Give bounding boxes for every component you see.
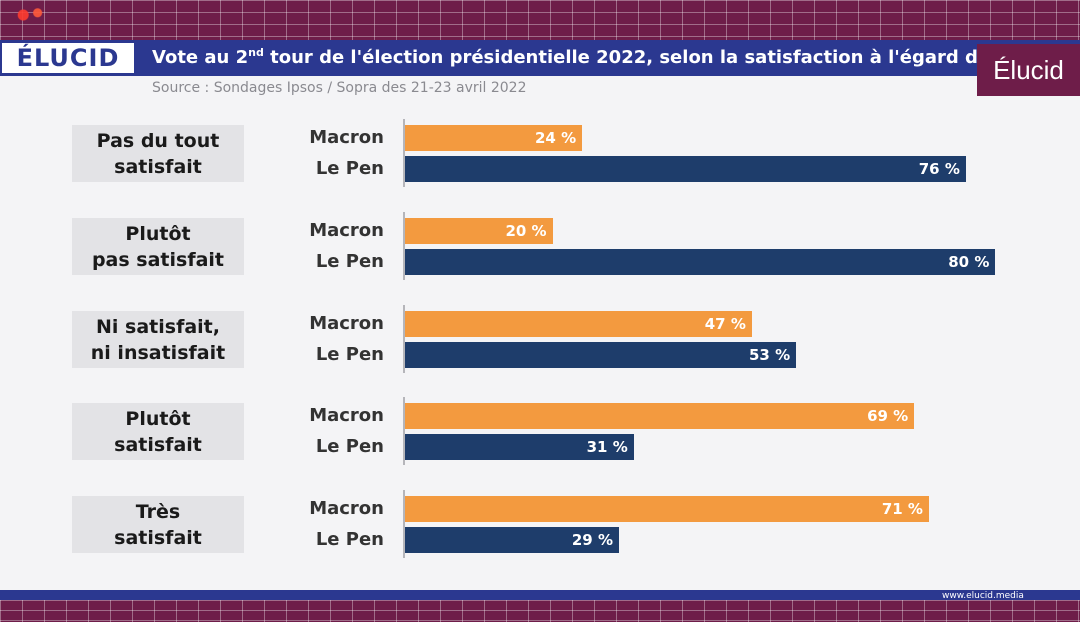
footer-url: www.elucid.media xyxy=(942,591,1024,601)
chart-subtitle: Source : Sondages Ipsos / Sopra des 21-2… xyxy=(152,80,527,96)
bar-macron: 47 % xyxy=(405,311,752,337)
series-label: Le Pen xyxy=(315,529,384,550)
bar-le-pen: 53 % xyxy=(405,342,797,368)
bar-value-label: 76 % xyxy=(918,160,960,178)
chart-title-rest: tour de l'élection présidentielle 2022, … xyxy=(263,47,978,68)
corner-logo-icon xyxy=(4,4,52,26)
bar-value-label: 47 % xyxy=(704,315,746,333)
bar-value-label: 20 % xyxy=(505,222,547,240)
category-label: Ni satisfait, ni insatisfait xyxy=(72,311,244,368)
chart-title-superscript: nd xyxy=(248,46,264,59)
bar-value-label: 53 % xyxy=(748,346,791,364)
series-label: Macron xyxy=(309,405,384,426)
bar-value-label: 69 % xyxy=(867,407,909,425)
footer-bar xyxy=(0,590,1080,600)
series-label: Macron xyxy=(309,313,384,334)
chart-title: Vote au 2nd tour de l'élection président… xyxy=(152,46,978,74)
bar-le-pen: 80 % xyxy=(405,249,996,275)
bar-macron: 24 % xyxy=(405,125,583,151)
axis-line xyxy=(403,397,405,465)
channel-badge-text: Élucid xyxy=(993,54,1064,85)
bar-macron: 20 % xyxy=(405,218,553,244)
bar-value-label: 80 % xyxy=(948,253,990,271)
logo-text: ÉLUCID xyxy=(16,44,120,72)
series-label: Macron xyxy=(309,127,384,148)
axis-line xyxy=(403,490,405,558)
bar-value-label: 24 % xyxy=(534,129,577,147)
bottom-frame-grid xyxy=(0,600,1080,622)
category-label: Plutôt satisfait xyxy=(72,403,244,460)
series-label: Macron xyxy=(309,498,384,519)
axis-line xyxy=(403,305,405,373)
category-label: Très satisfait xyxy=(72,496,244,553)
header-bar xyxy=(0,40,1080,76)
category-label: Plutôt pas satisfait xyxy=(72,218,244,275)
bar-value-label: 29 % xyxy=(571,531,614,549)
axis-line xyxy=(403,119,405,187)
series-label: Le Pen xyxy=(315,251,384,272)
series-label: Macron xyxy=(309,220,384,241)
axis-line xyxy=(403,212,405,280)
logo: ÉLUCID xyxy=(0,41,136,75)
bar-value-label: 71 % xyxy=(881,500,923,518)
bar-value-label: 31 % xyxy=(586,438,628,456)
bar-le-pen: 31 % xyxy=(405,434,634,460)
top-frame-grid xyxy=(0,0,1080,40)
channel-badge: Élucid xyxy=(977,44,1080,96)
series-label: Le Pen xyxy=(315,344,384,365)
chart-title-prefix: Vote au 2 xyxy=(152,47,249,68)
category-label: Pas du tout satisfait xyxy=(72,125,244,182)
bar-le-pen: 29 % xyxy=(405,527,620,553)
series-label: Le Pen xyxy=(315,436,384,457)
series-label: Le Pen xyxy=(315,158,384,179)
bar-macron: 71 % xyxy=(405,496,929,522)
bar-le-pen: 76 % xyxy=(405,156,966,182)
bar-macron: 69 % xyxy=(405,403,915,429)
